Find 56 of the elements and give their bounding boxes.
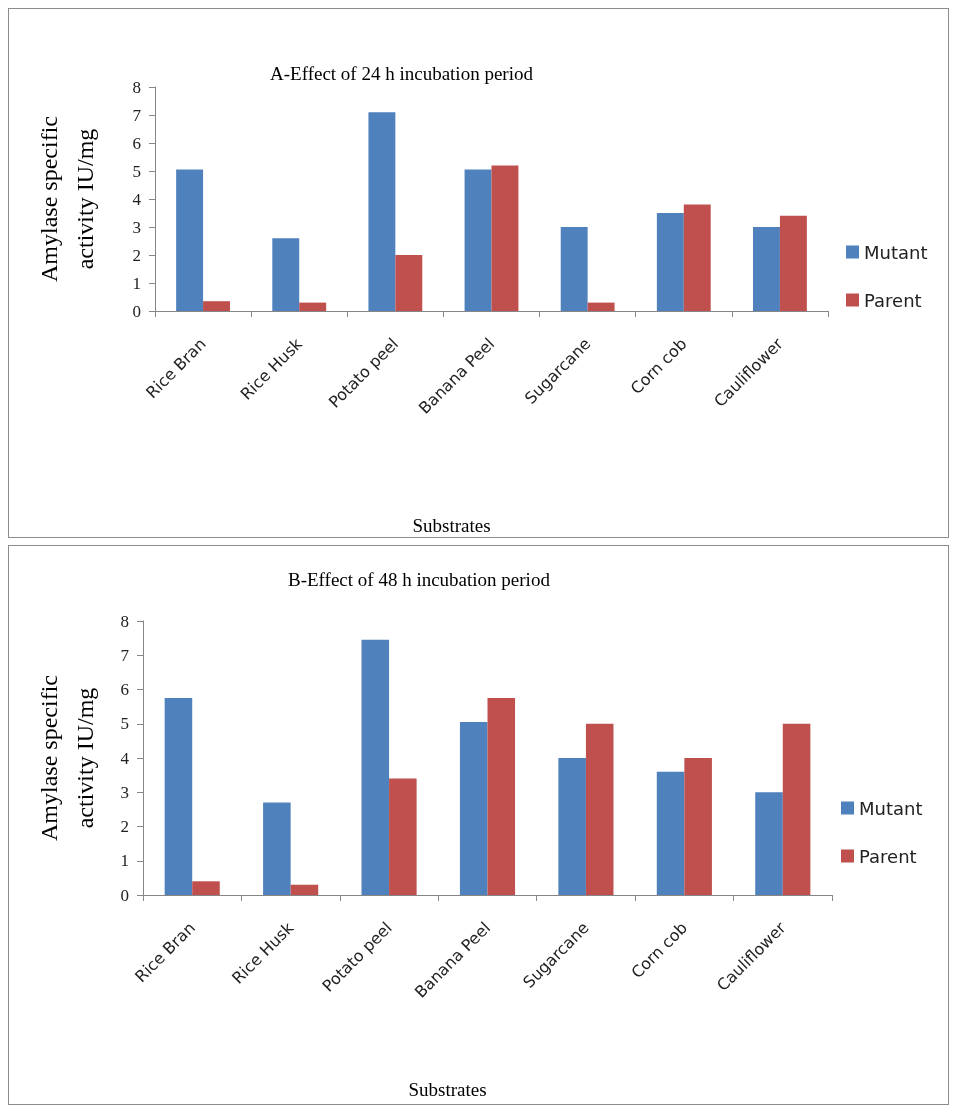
bar: [779, 215, 807, 311]
y-tick-label: 3: [132, 217, 141, 237]
y-tick-label: 0: [132, 301, 141, 321]
bar: [176, 169, 204, 311]
y-tick-label: 5: [132, 161, 141, 181]
bar: [755, 792, 783, 895]
bar: [684, 758, 712, 895]
y-axis-title: Amylase specific activity IU/mg: [36, 675, 98, 841]
y-tick-label: 1: [120, 851, 129, 871]
y-tick-label: 1: [132, 273, 141, 293]
y-tick-label: 5: [120, 714, 129, 734]
bar: [192, 881, 220, 895]
y-tick-label: 3: [120, 782, 129, 802]
legend-label: Parent: [859, 845, 917, 867]
y-tick-label: 7: [120, 645, 130, 665]
x-axis-title: Substrates: [408, 1079, 487, 1100]
bar: [299, 302, 327, 311]
bar: [683, 204, 711, 311]
bar: [389, 778, 417, 895]
y-axis-title: Amylase specific activity IU/mg: [36, 116, 98, 282]
bar: [395, 255, 423, 311]
y-tick-label: 4: [120, 748, 130, 768]
bar: [491, 165, 519, 311]
y-tick-label: 6: [132, 133, 141, 153]
bar: [782, 723, 811, 895]
legend-label: Mutant: [864, 241, 928, 263]
bar: [585, 723, 614, 895]
bar: [263, 802, 291, 895]
chart-title: A-Effect of 24 h incubation period: [270, 63, 534, 84]
legend-label: Mutant: [859, 797, 923, 819]
bar: [459, 722, 488, 895]
y-tick-label: 7: [132, 105, 142, 125]
y-tick-label: 0: [120, 885, 129, 905]
bar: [656, 213, 684, 311]
bar: [587, 302, 615, 311]
bar: [290, 884, 319, 895]
bar: [558, 758, 586, 895]
y-tick-label: 8: [120, 611, 129, 631]
legend-label: Parent: [864, 289, 922, 311]
bar: [272, 238, 300, 311]
y-tick-label: 2: [132, 245, 141, 265]
x-axis-title: Substrates: [412, 515, 491, 536]
bar: [753, 227, 780, 311]
bar: [361, 639, 390, 895]
y-tick-label: 2: [120, 817, 129, 836]
y-tick-label: 4: [132, 189, 142, 209]
bar: [368, 112, 396, 311]
y-tick-label: 8: [132, 77, 141, 97]
bar: [203, 301, 230, 311]
bar: [560, 227, 588, 311]
bar: [464, 169, 492, 311]
y-tick-label: 6: [120, 680, 129, 699]
chart-title: B-Effect of 48 h incubation period: [288, 569, 551, 590]
bar: [164, 698, 193, 895]
bar: [487, 698, 516, 895]
bar: [656, 771, 685, 895]
